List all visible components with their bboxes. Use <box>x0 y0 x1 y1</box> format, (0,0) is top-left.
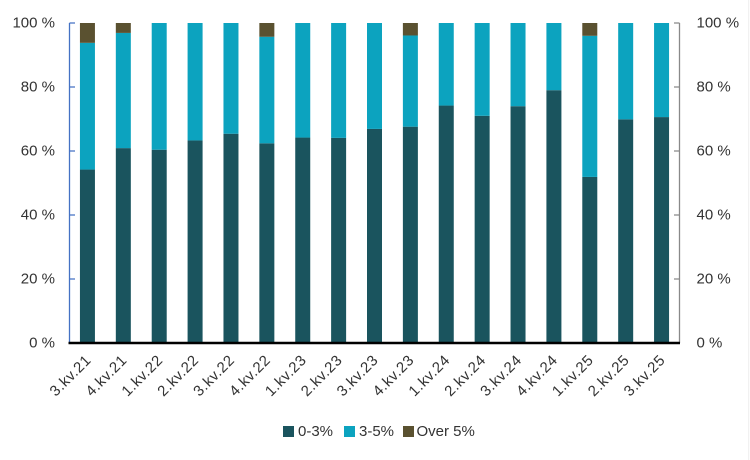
svg-text:0-3%: 0-3% <box>298 423 333 440</box>
svg-text:20 %: 20 % <box>21 271 55 288</box>
svg-text:80 %: 80 % <box>697 79 731 96</box>
svg-text:100 %: 100 % <box>697 15 740 32</box>
svg-text:20 %: 20 % <box>697 271 731 288</box>
svg-text:0 %: 0 % <box>697 335 723 352</box>
svg-text:80 %: 80 % <box>21 79 55 96</box>
svg-text:60 %: 60 % <box>21 143 55 160</box>
svg-text:60 %: 60 % <box>697 143 731 160</box>
svg-text:100 %: 100 % <box>12 15 55 32</box>
svg-text:Over 5%: Over 5% <box>417 423 475 440</box>
svg-text:0 %: 0 % <box>29 335 55 352</box>
svg-text:40 %: 40 % <box>21 207 55 224</box>
svg-text:40 %: 40 % <box>697 207 731 224</box>
svg-text:3-5%: 3-5% <box>359 423 394 440</box>
